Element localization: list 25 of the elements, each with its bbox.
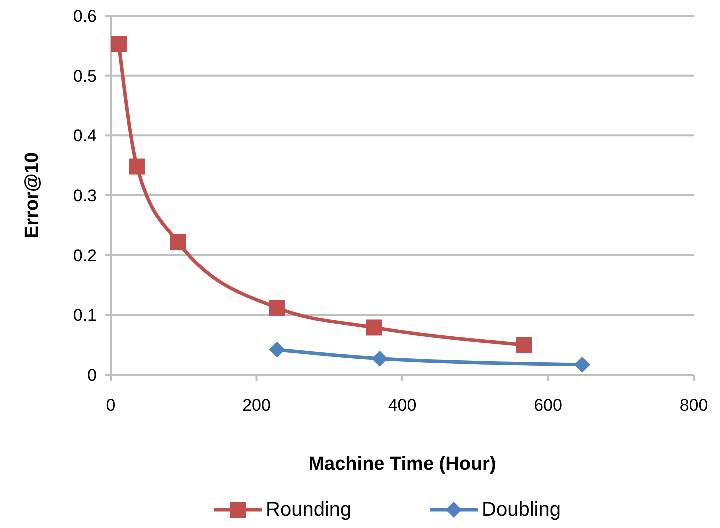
x-axis-title: Machine Time (Hour) <box>308 454 496 475</box>
x-tick-label: 200 <box>242 396 271 415</box>
point <box>372 350 388 367</box>
y-axis-title: Error@10 <box>22 152 43 239</box>
point <box>269 300 286 316</box>
point <box>574 356 590 373</box>
point <box>269 342 286 358</box>
y-tick-label: 0.3 <box>73 186 97 206</box>
point <box>516 337 532 354</box>
y-tick-label: 0.6 <box>73 6 97 26</box>
legend-label: Doubling <box>482 499 561 521</box>
x-tick-label: 0 <box>106 396 116 415</box>
point <box>366 320 382 336</box>
y-tick-label: 0.1 <box>73 306 97 326</box>
y-tick-label: 0.4 <box>73 126 97 146</box>
y-tick-label: 0 <box>88 366 97 385</box>
point <box>111 36 128 52</box>
point <box>129 158 146 175</box>
y-tick-label: 0.2 <box>73 246 97 266</box>
x-tick-label: 600 <box>534 396 562 415</box>
x-tick-label: 800 <box>680 396 708 415</box>
legend-label: Rounding <box>266 499 352 521</box>
point <box>170 234 186 250</box>
x-tick-label: 400 <box>388 396 417 415</box>
y-tick-label: 0.5 <box>73 66 97 86</box>
